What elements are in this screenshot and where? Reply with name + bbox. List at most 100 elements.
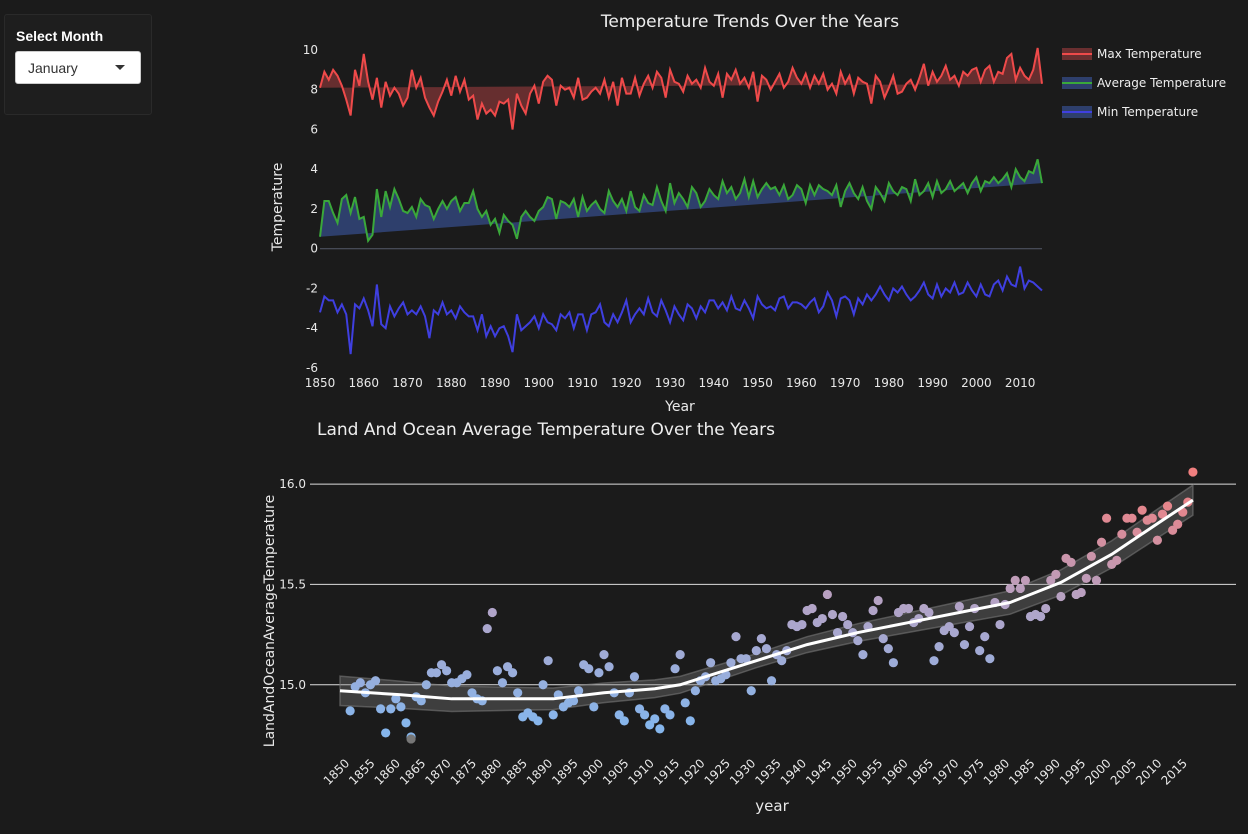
chart1-xtick-label: 1850 bbox=[305, 376, 336, 390]
scatter-point bbox=[431, 668, 442, 678]
chart2-xtick-label: 2015 bbox=[1158, 756, 1189, 787]
scatter-point bbox=[1173, 519, 1183, 529]
chart1-ytick-label: 2 bbox=[310, 202, 318, 216]
scatter-point bbox=[888, 658, 898, 668]
chart1-xtick-label: 1930 bbox=[655, 376, 686, 390]
chart1-ytick-label: -2 bbox=[306, 281, 318, 295]
scatter-point bbox=[1066, 557, 1076, 567]
chart1-xtick-label: 1870 bbox=[392, 376, 423, 390]
legend-item-average-temperature[interactable]: Average Temperature bbox=[1062, 76, 1226, 90]
scatter-point bbox=[756, 634, 766, 644]
legend-item-max-temperature[interactable]: Max Temperature bbox=[1062, 47, 1202, 61]
scatter-point bbox=[1036, 611, 1046, 622]
chart2-xtick-label: 1890 bbox=[524, 756, 555, 787]
max-temperature-line bbox=[319, 47, 1043, 130]
chart2-xtick-label: 1945 bbox=[803, 756, 834, 787]
scatter-point bbox=[883, 644, 893, 654]
scatter-point bbox=[543, 656, 553, 666]
scatter-point bbox=[929, 656, 939, 666]
chart1-ytick-label: 0 bbox=[310, 242, 318, 256]
scatter-point bbox=[599, 650, 609, 660]
scatter-point bbox=[975, 646, 985, 656]
scatter-point bbox=[650, 714, 660, 724]
chart1-xtick-label: 2000 bbox=[961, 376, 992, 390]
scatter-point bbox=[660, 704, 670, 714]
scatter-point bbox=[1157, 509, 1168, 519]
scatter-point bbox=[706, 658, 716, 668]
month-dropdown[interactable]: January bbox=[15, 51, 141, 84]
scatter-point bbox=[1020, 575, 1030, 586]
scatter-point bbox=[1076, 587, 1086, 598]
scatter-point bbox=[934, 642, 944, 652]
scatter-point bbox=[838, 611, 848, 622]
chart1-ytick-label: 10 bbox=[303, 43, 318, 57]
chart2-xtick-label: 1990 bbox=[1032, 756, 1063, 787]
scatter-point bbox=[985, 654, 995, 664]
temperature-trends-chart: Temperature Trends Over the Years Year T… bbox=[270, 12, 1226, 415]
scatter-point bbox=[614, 710, 624, 720]
scatter-point bbox=[954, 601, 964, 612]
chart1-xtick-label: 1860 bbox=[348, 376, 379, 390]
chart2-xtick-label: 1930 bbox=[727, 756, 758, 787]
chart2-xtick-label: 1855 bbox=[346, 756, 377, 787]
scatter-point bbox=[868, 605, 878, 616]
chart2-xtick-label: 1860 bbox=[372, 756, 403, 787]
chart2-xtick-label: 1935 bbox=[752, 756, 783, 787]
scatter-point bbox=[964, 621, 975, 632]
scatter-point bbox=[1051, 569, 1061, 579]
chart2-xtick-label: 1940 bbox=[778, 756, 809, 787]
scatter-point bbox=[645, 720, 655, 730]
average-temperature-area bbox=[320, 159, 1042, 241]
chart1-xlabel: Year bbox=[664, 399, 695, 415]
scatter-point bbox=[904, 603, 914, 614]
scatter-point bbox=[807, 603, 817, 614]
chart1-xtick-label: 1900 bbox=[524, 376, 555, 390]
scatter-point bbox=[797, 619, 807, 630]
chart1-ytick-label: 8 bbox=[310, 83, 318, 97]
scatter-point bbox=[980, 632, 990, 642]
scatter-point bbox=[873, 595, 883, 606]
legend-item-min-temperature[interactable]: Min Temperature bbox=[1062, 105, 1198, 119]
chart1-title: Temperature Trends Over the Years bbox=[600, 12, 899, 32]
scatter-point bbox=[508, 668, 518, 678]
chart2-ytick-label: 15.5 bbox=[279, 577, 306, 591]
month-dropdown-value: January bbox=[28, 60, 78, 76]
scatter-point bbox=[1127, 513, 1137, 523]
scatter-point bbox=[741, 654, 751, 664]
chart2-xtick-label: 1910 bbox=[625, 756, 656, 787]
scatter-point bbox=[1010, 575, 1020, 586]
scatter-point bbox=[766, 676, 777, 686]
scatter-point bbox=[746, 686, 756, 696]
scatter-point bbox=[1046, 575, 1056, 586]
scatter-point bbox=[442, 666, 452, 676]
chart2-xtick-label: 2005 bbox=[1108, 756, 1139, 787]
scatter-point bbox=[1137, 505, 1147, 515]
scatter-point bbox=[670, 664, 680, 674]
filter-panel: Select Month January bbox=[4, 14, 152, 115]
scatter-point bbox=[406, 734, 416, 744]
scatter-point bbox=[1005, 583, 1015, 594]
chart1-xtick-label: 1920 bbox=[611, 376, 642, 390]
chart2-xtick-label: 1985 bbox=[1006, 756, 1037, 787]
scatter-point bbox=[436, 660, 447, 670]
scatter-point bbox=[1091, 575, 1102, 586]
scatter-point bbox=[1117, 529, 1127, 539]
scatter-point bbox=[944, 621, 954, 632]
scatter-point bbox=[574, 686, 584, 696]
scatter-point bbox=[492, 666, 502, 676]
scatter-point bbox=[1168, 525, 1178, 535]
scatter-point bbox=[1112, 555, 1122, 565]
chart2-xtick-label: 1980 bbox=[981, 756, 1012, 787]
scatter-point bbox=[589, 702, 599, 712]
legend-label: Max Temperature bbox=[1097, 47, 1202, 61]
scatter-point bbox=[949, 627, 959, 638]
scatter-point bbox=[995, 619, 1005, 630]
scatter-point bbox=[858, 650, 868, 660]
scatter-point bbox=[822, 589, 832, 600]
average-temperature-line bbox=[319, 158, 1043, 244]
scatter-point bbox=[1188, 467, 1198, 477]
chart1-xtick-label: 1980 bbox=[874, 376, 905, 390]
scatter-point bbox=[487, 607, 497, 618]
chart1-xtick-label: 1990 bbox=[917, 376, 948, 390]
chart1-xtick-label: 1960 bbox=[786, 376, 817, 390]
